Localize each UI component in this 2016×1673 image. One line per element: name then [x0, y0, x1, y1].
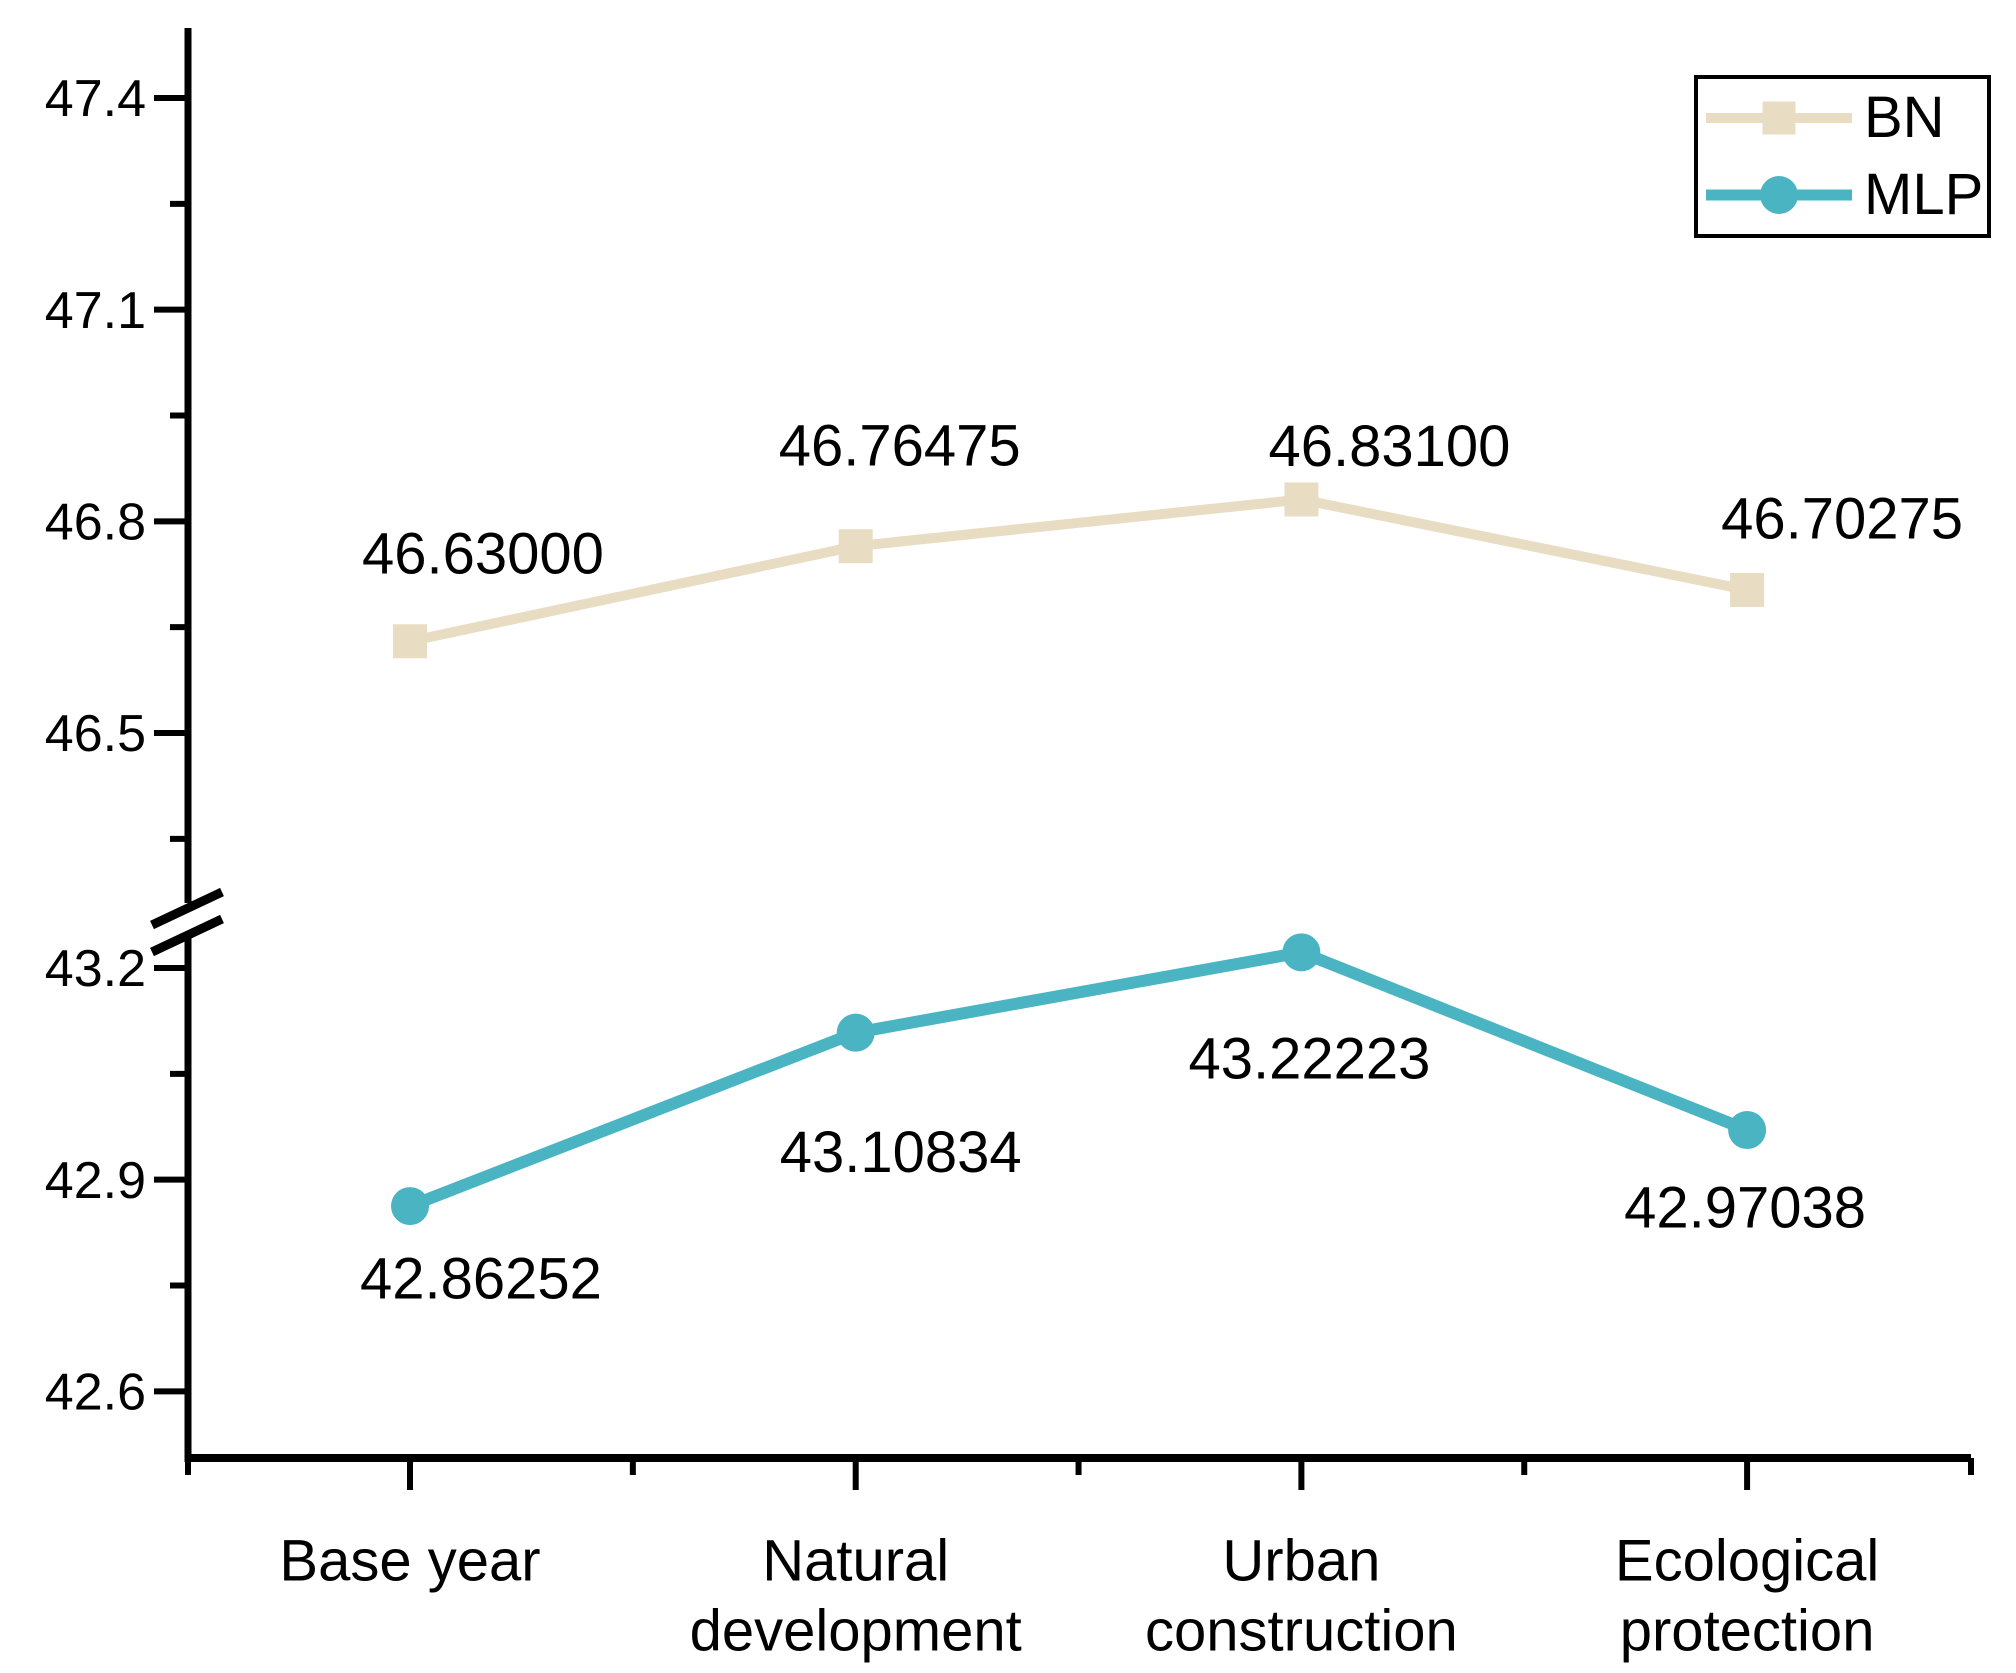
mlp-point-marker — [1728, 1111, 1767, 1150]
mlp-point-label: 42.86252 — [360, 1246, 602, 1311]
bn-square-marker-icon — [1762, 101, 1796, 135]
y-tick-label: 46.5 — [45, 705, 146, 763]
x-category-label: protection — [1620, 1598, 1875, 1663]
bn-point-label: 46.70275 — [1721, 486, 1963, 551]
x-category-label: Natural — [762, 1528, 949, 1593]
bn-point-marker — [838, 529, 873, 564]
x-category-label: development — [690, 1598, 1022, 1663]
bn-point-label: 46.76475 — [779, 414, 1021, 479]
x-category-label: Base year — [279, 1528, 540, 1593]
axis-break-slash — [150, 887, 224, 930]
legend-box: BN MLP — [1694, 75, 1991, 238]
bn-point-marker — [393, 624, 427, 659]
bn-point-marker — [1284, 482, 1319, 517]
y-tick-label: 43.2 — [45, 940, 146, 998]
y-tick-label: 47.1 — [45, 282, 146, 340]
bn-point-label: 46.63000 — [362, 522, 604, 587]
x-category-label: Ecological — [1615, 1528, 1879, 1593]
x-category-label: Urban — [1222, 1528, 1380, 1593]
mlp-legend-label: MLP — [1864, 162, 1984, 228]
mlp-line — [407, 946, 1750, 1212]
bn-line — [408, 494, 1749, 647]
axis-break-slash — [150, 914, 224, 957]
y-tick-label: 46.8 — [45, 494, 146, 552]
legend-entry-bn: BN — [1706, 79, 1987, 157]
y-tick-label: 42.6 — [45, 1364, 146, 1422]
bn-point-marker — [1730, 572, 1765, 607]
bn-legend-label: BN — [1864, 84, 1945, 150]
mlp-point-marker — [836, 1013, 875, 1052]
legend-entry-mlp: MLP — [1706, 157, 1987, 235]
y-tick-label: 47.4 — [45, 70, 146, 128]
y-tick-label: 42.9 — [45, 1152, 146, 1210]
mlp-point-label: 42.97038 — [1624, 1175, 1866, 1240]
x-category-label: construction — [1145, 1598, 1458, 1663]
mlp-circle-marker-icon — [1760, 176, 1798, 215]
mlp-point-label: 43.22223 — [1188, 1027, 1430, 1092]
mlp-legend-swatch — [1706, 172, 1852, 218]
bn-point-label: 46.83100 — [1268, 414, 1510, 479]
mlp-point-marker — [1282, 933, 1321, 972]
bn-legend-swatch — [1706, 95, 1852, 141]
mlp-point-label: 43.10834 — [780, 1120, 1022, 1185]
mlp-point-marker — [391, 1187, 429, 1226]
